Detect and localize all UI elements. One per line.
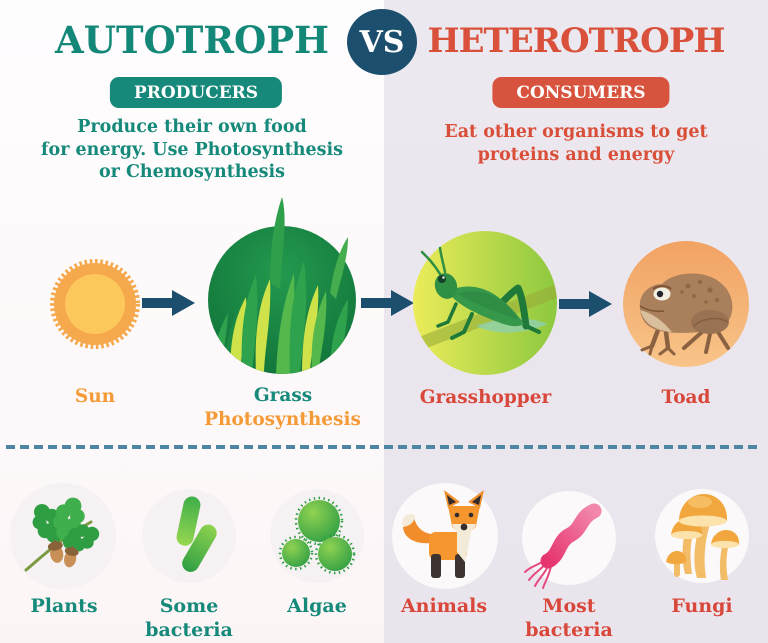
heterotroph-title: HETEROTROPH: [427, 21, 726, 61]
rod-bacteria-icon: [142, 489, 236, 583]
some-bacteria-label: Some bacteria: [145, 595, 233, 641]
description-line: or Chemosynthesis: [99, 162, 285, 182]
sun-label: Sun: [74, 386, 116, 407]
arrow-right-icon: [361, 290, 414, 316]
grass-label: Grass: [253, 385, 313, 406]
autotroph-title: AUTOTROPH: [54, 18, 330, 62]
animals-label: Animals: [400, 595, 488, 617]
producers-badge: PRODUCERS: [109, 77, 283, 108]
autotroph-description: Produce their own food for energy. Use P…: [0, 116, 384, 184]
grasshopper-icon: [413, 231, 557, 375]
toad-icon: [623, 241, 749, 367]
description-line: proteins and energy: [477, 144, 675, 165]
arrow-right-icon: [559, 291, 612, 317]
sun-icon: [50, 259, 140, 349]
oak-plant-icon: [10, 483, 116, 589]
heterotroph-description: Eat other organisms to get proteins and …: [384, 121, 768, 166]
grasshopper-label: Grasshopper: [419, 387, 552, 408]
fungi-label: Fungi: [671, 595, 733, 617]
description-line: Produce their own food: [77, 117, 307, 137]
most-bacteria-label: Most bacteria: [525, 595, 613, 641]
vs-badge: VS: [347, 9, 417, 75]
dashed-divider: [6, 445, 762, 449]
arrow-right-icon: [142, 290, 195, 316]
grass-icon: [208, 197, 356, 374]
consumers-badge: CONSUMERS: [492, 77, 670, 108]
photosynthesis-label: Photosynthesis: [204, 409, 361, 430]
vs-label: VS: [359, 24, 405, 60]
description-line: Eat other organisms to get: [444, 122, 708, 142]
fox-icon: [392, 483, 498, 589]
toad-label: Toad: [661, 387, 711, 408]
spiral-bacteria-icon: [522, 491, 616, 589]
algae-icon: [270, 489, 364, 583]
algae-label: Algae: [287, 595, 347, 617]
mushrooms-icon: [655, 489, 749, 583]
plants-label: Plants: [30, 595, 98, 617]
description-line: for energy. Use Photosynthesis: [41, 139, 343, 160]
